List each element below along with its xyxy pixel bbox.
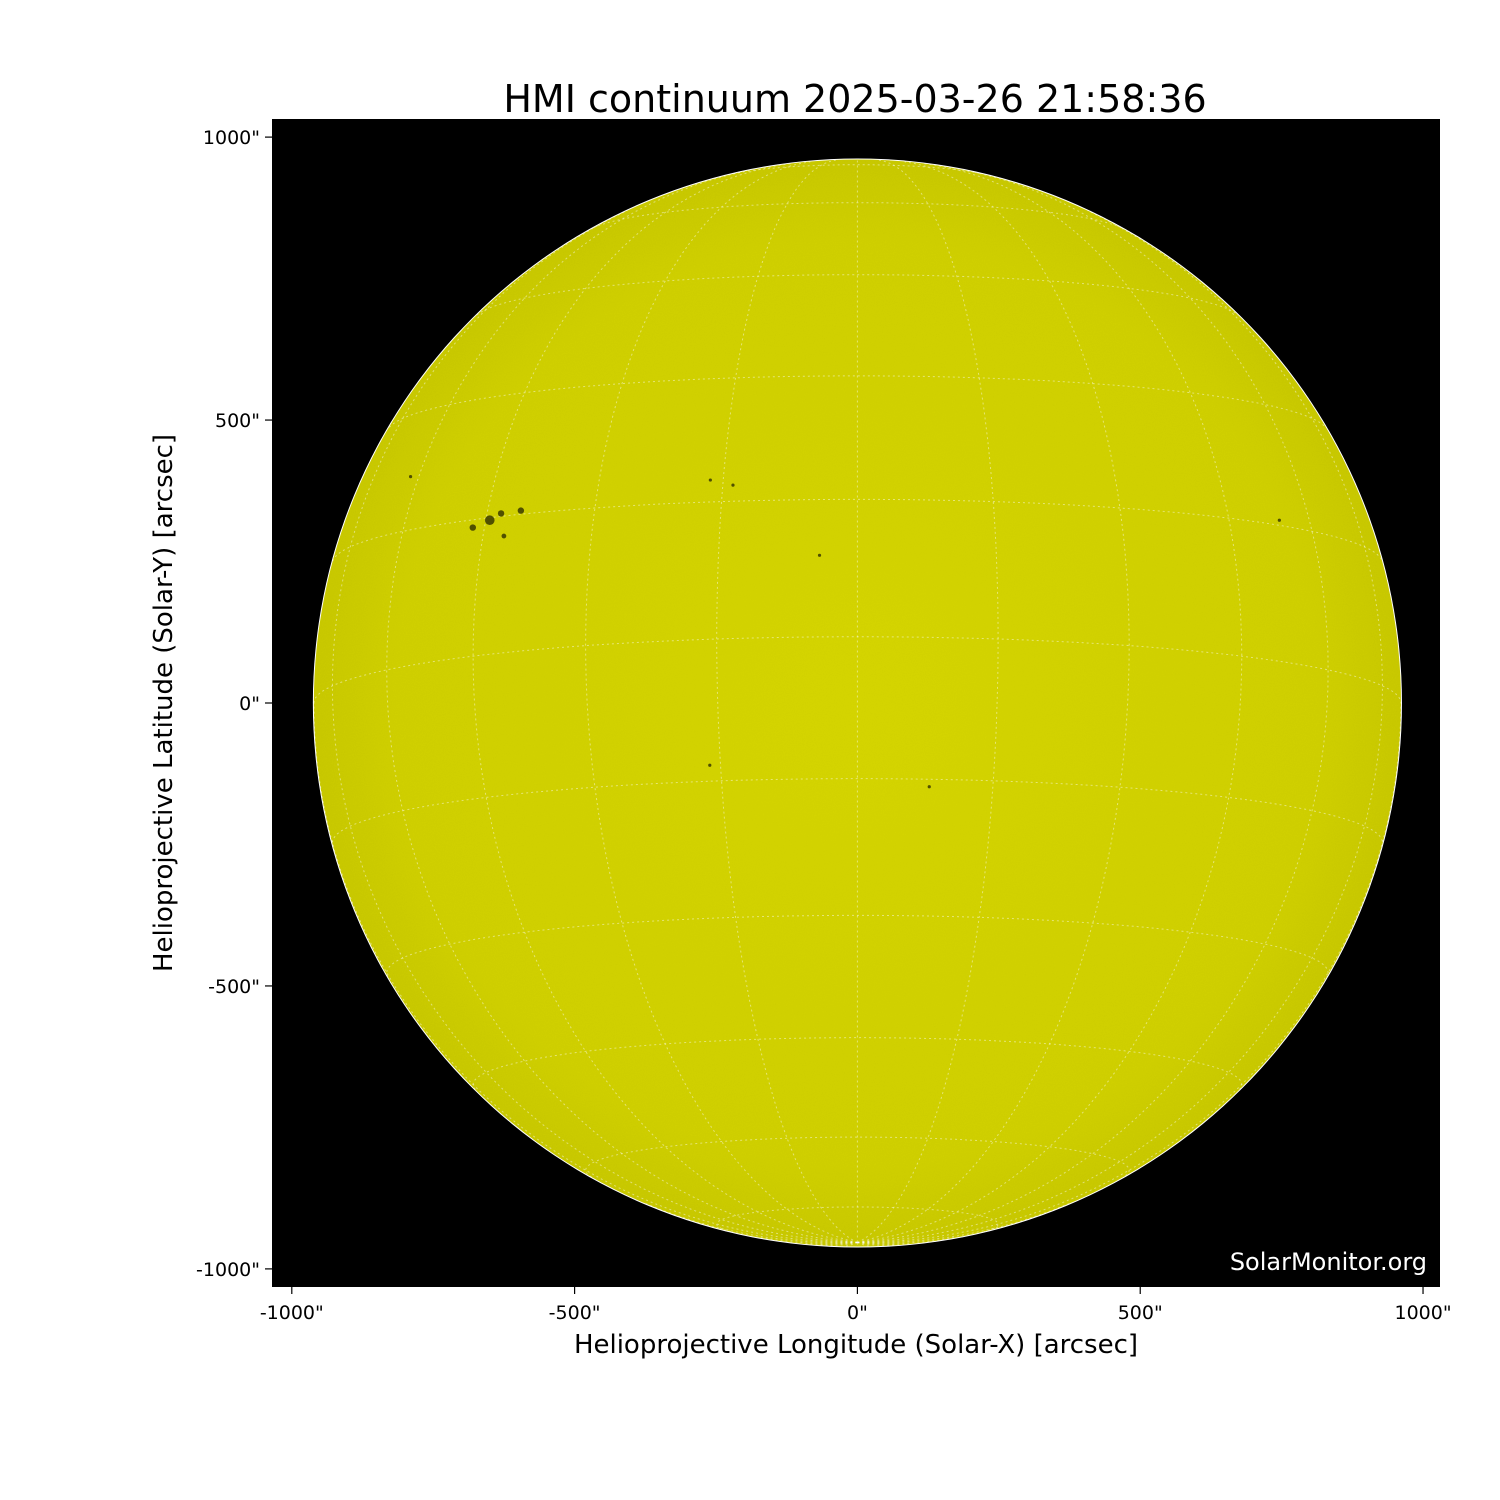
solar-disk [313, 159, 1401, 1247]
longitude-grid-line [857, 1202, 1072, 1244]
y-tick-label: -1000" [196, 1259, 260, 1281]
latitude-grid-line [593, 202, 1122, 229]
x-axis-label: Helioprojective Longitude (Solar-X) [arc… [574, 1330, 1138, 1360]
longitude-grid-line [857, 171, 1329, 1243]
longitude-grid-line [313, 702, 858, 1243]
latitude-grid-line [476, 274, 1239, 316]
longitude-grid-line [585, 161, 858, 1243]
latitude-grid-line [716, 1206, 999, 1233]
longitude-grid-line [857, 1242, 911, 1246]
longitude-grid-line [857, 702, 1402, 1243]
longitude-grid-line [857, 161, 1130, 1243]
sunspot [708, 763, 712, 767]
longitude-grid-line [472, 163, 858, 1243]
longitude-grid-line [386, 171, 858, 1243]
x-tick-label: 500" [1118, 1302, 1163, 1324]
solar-disk-layer [312, 158, 1402, 1248]
sunspot [408, 475, 413, 479]
longitude-grid-line [857, 1242, 896, 1247]
longitude-grid-line [643, 1202, 858, 1244]
sunspot [484, 515, 495, 526]
x-tick-label: -500" [549, 1302, 601, 1324]
y-tick-label: 500" [215, 410, 260, 432]
longitude-grid-line [759, 1237, 858, 1245]
latitude-grid-line [331, 778, 1383, 843]
longitude-grid-line [857, 163, 1243, 1243]
x-tick-label: 1000" [1394, 1302, 1451, 1324]
y-tick-label: -500" [208, 976, 260, 998]
longitude-grid-line [819, 1242, 858, 1247]
sunspot [517, 507, 525, 514]
latitude-grid-line [472, 1037, 1243, 1090]
latitude-grid-line [585, 1136, 1130, 1178]
sunspot [501, 533, 507, 539]
sunspot [731, 483, 735, 487]
longitude-grid-line [857, 159, 999, 1243]
sunspot [469, 524, 476, 531]
sunspot [497, 510, 505, 517]
x-tick-label: 0" [847, 1302, 868, 1324]
x-tick-label: -1000" [260, 1302, 324, 1324]
y-tick-label: 1000" [203, 127, 260, 149]
longitude-grid-line [857, 210, 1384, 1243]
longitude-grid-line [331, 210, 858, 1243]
watermark: SolarMonitor.org [1230, 1248, 1427, 1276]
sunspot [817, 553, 822, 557]
sunspot [708, 478, 712, 482]
chart-title: HMI continuum 2025-03-26 21:58:36 [503, 77, 1206, 121]
longitude-grid-line [716, 159, 858, 1243]
sunspot [927, 785, 931, 789]
latitude-grid-line [388, 375, 1326, 428]
y-axis-label: Helioprojective Latitude (Solar-Y) [arcs… [149, 434, 179, 972]
sunspot [1277, 518, 1281, 522]
latitude-grid-line [386, 914, 1329, 978]
latitude-grid-line [733, 164, 982, 175]
longitude-grid-line [857, 1237, 956, 1245]
longitude-grid-line [803, 1242, 858, 1246]
axes: -1000" -500" 0" 500" 1000" -1000" -500" 0" 500" 1… [196, 127, 1452, 1324]
y-tick-label: 0" [239, 693, 260, 715]
latitude-grid-line [313, 636, 1402, 704]
